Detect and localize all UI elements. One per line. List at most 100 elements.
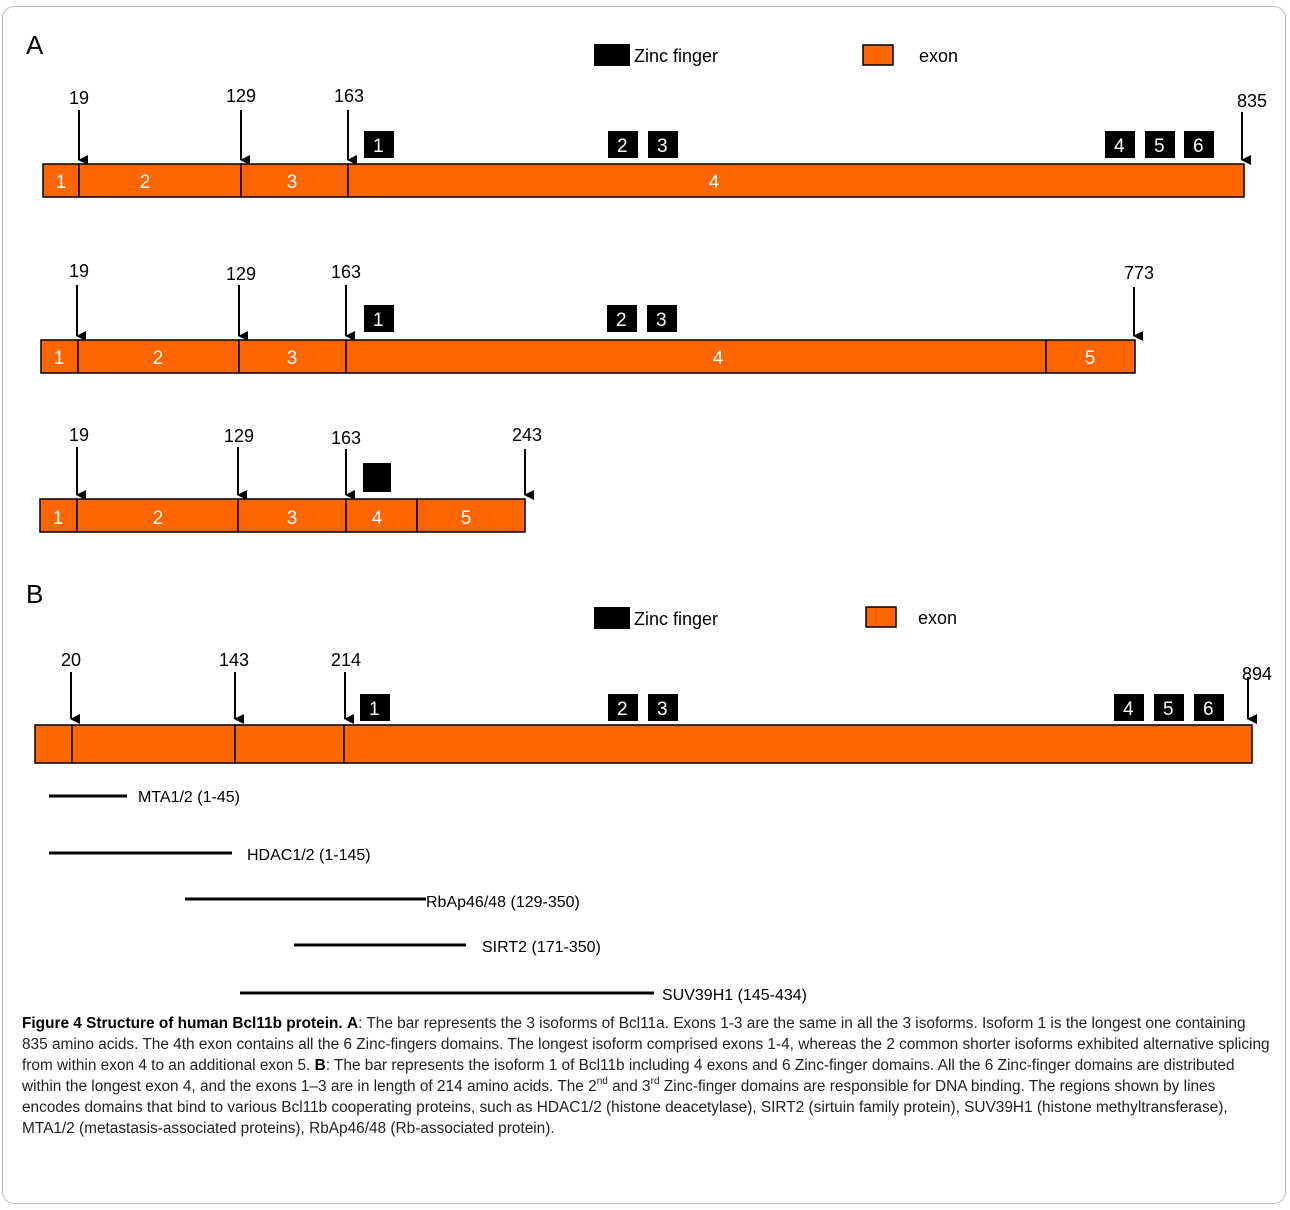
zinc-finger [607, 305, 637, 332]
zinc-finger-number: 5 [1154, 136, 1165, 157]
exon-4 [347, 163, 1245, 198]
panel-a-legend: Zinc finger exon [594, 44, 958, 66]
position-label: 20 [61, 650, 81, 670]
exon-number: 5 [461, 508, 472, 529]
binding-region-label: RbAp46/48 (129-350) [426, 894, 580, 911]
position-label: 129 [226, 86, 256, 106]
zinc-finger-number: 1 [369, 699, 380, 720]
binding-region-label: SUV39H1 (145-434) [662, 987, 807, 1004]
isoform-2: 1 2 3 4 5 19 129 163 773 1 2 3 [40, 261, 1154, 374]
caption-superscript-nd: nd [596, 1075, 608, 1087]
zinc-finger [648, 131, 678, 158]
caption-panel-b-text-3: Zinc-finger domains are responsible for … [22, 1078, 1228, 1137]
legend-zinc-finger-swatch [594, 607, 630, 629]
position-label: 894 [1242, 664, 1272, 684]
zinc-finger-number: 6 [1203, 699, 1214, 720]
exon-number: 3 [287, 348, 298, 369]
caption-panel-b-label: B [314, 1057, 326, 1074]
exon-4 [345, 339, 1047, 374]
position-label: 835 [1237, 91, 1267, 111]
position-label: 243 [512, 425, 542, 445]
zinc-finger-number: 4 [1123, 699, 1134, 720]
exon-5 [1045, 339, 1136, 374]
binding-region-label: MTA1/2 (1-45) [138, 789, 240, 806]
bcl11b-isoform-1: 20 143 214 894 1 2 3 4 5 6 [34, 650, 1272, 764]
zinc-finger-number: 4 [1114, 136, 1125, 157]
exon-3 [240, 163, 349, 198]
binding-regions: MTA1/2 (1-45) HDAC1/2 (1-145) RbAp46/48 … [49, 789, 807, 1004]
exon-number: 3 [287, 508, 298, 529]
binding-region-label: HDAC1/2 (1-145) [247, 847, 371, 864]
zinc-finger [1154, 694, 1184, 721]
caption-panel-b-text-1: : The bar represents the isoform 1 of Bc… [22, 1057, 1235, 1095]
legend-exon-label: exon [918, 608, 957, 628]
exon-number: 4 [713, 348, 724, 369]
position-label: 129 [224, 426, 254, 446]
bcl11b-structure-diagram: .lbl { font-family: "Liberation Sans", "… [26, 30, 1272, 1004]
panel-b-label: B [26, 579, 43, 609]
zinc-finger [1114, 694, 1144, 721]
zinc-finger-number: 2 [617, 699, 628, 720]
exon-1 [42, 163, 80, 198]
zinc-finger-number: 2 [617, 136, 628, 157]
exon-2 [77, 339, 240, 374]
panel-b-legend: Zinc finger exon [594, 606, 957, 629]
exon-number: 2 [140, 172, 151, 193]
zinc-finger [364, 131, 394, 158]
exon-number: 4 [372, 508, 383, 529]
zinc-finger [363, 463, 391, 492]
legend-exon-label: exon [919, 46, 958, 66]
position-label: 163 [334, 86, 364, 106]
zinc-finger [647, 305, 677, 332]
exon-number: 2 [153, 508, 164, 529]
isoform-3: 1 2 3 4 5 19 129 163 243 [39, 425, 542, 533]
zinc-finger [1194, 694, 1224, 721]
exon-number: 2 [153, 348, 164, 369]
figure-frame [2, 6, 1286, 1204]
figure-caption: Figure 4 Structure of human Bcl11b prote… [22, 1013, 1272, 1139]
zinc-finger-number: 5 [1163, 699, 1174, 720]
zinc-finger [1184, 131, 1214, 158]
exon-3 [234, 724, 345, 764]
zinc-finger-number: 6 [1193, 136, 1204, 157]
legend-exon-swatch [865, 606, 897, 628]
caption-panel-a-text: : The bar represents the 3 isoforms of B… [22, 1015, 1270, 1074]
exon-number: 1 [56, 172, 67, 193]
panel-a-label: A [26, 30, 44, 60]
exon-number: 4 [709, 172, 720, 193]
exon-4 [345, 498, 418, 533]
zinc-finger-number: 3 [657, 136, 668, 157]
zinc-finger [1105, 131, 1135, 158]
exon-number: 1 [53, 508, 64, 529]
caption-figure-label: Figure 4 Structure of human Bcl11b prote… [22, 1015, 343, 1032]
position-label: 143 [219, 650, 249, 670]
legend-zinc-finger-label: Zinc finger [634, 46, 718, 66]
exon-2 [78, 163, 242, 198]
exon-5 [416, 498, 526, 533]
zinc-finger [364, 305, 394, 332]
position-label: 19 [69, 261, 89, 281]
exon-4 [343, 724, 1253, 764]
zinc-finger [360, 694, 390, 721]
binding-region-label: SIRT2 (171-350) [482, 939, 601, 956]
zinc-finger [1145, 131, 1175, 158]
exon-1 [39, 498, 78, 533]
position-label: 214 [331, 650, 361, 670]
legend-exon-swatch [862, 44, 894, 66]
exon-number: 3 [287, 172, 298, 193]
exon-number: 5 [1085, 348, 1096, 369]
position-label: 129 [226, 264, 256, 284]
zinc-finger [648, 694, 678, 721]
caption-superscript-rd: rd [650, 1075, 660, 1087]
zinc-finger-number: 1 [373, 136, 384, 157]
zinc-finger-number: 1 [373, 310, 384, 331]
position-label: 19 [69, 88, 89, 108]
exon-number: 1 [54, 348, 65, 369]
position-label: 773 [1124, 263, 1154, 283]
zinc-finger-number: 2 [616, 310, 627, 331]
position-label: 163 [331, 428, 361, 448]
exon-2 [71, 724, 236, 764]
exon-3 [238, 339, 347, 374]
isoform-1: 1 2 3 4 19 129 163 835 1 2 3 4 5 6 [42, 86, 1267, 198]
caption-panel-b-text-2: and 3 [607, 1078, 651, 1095]
